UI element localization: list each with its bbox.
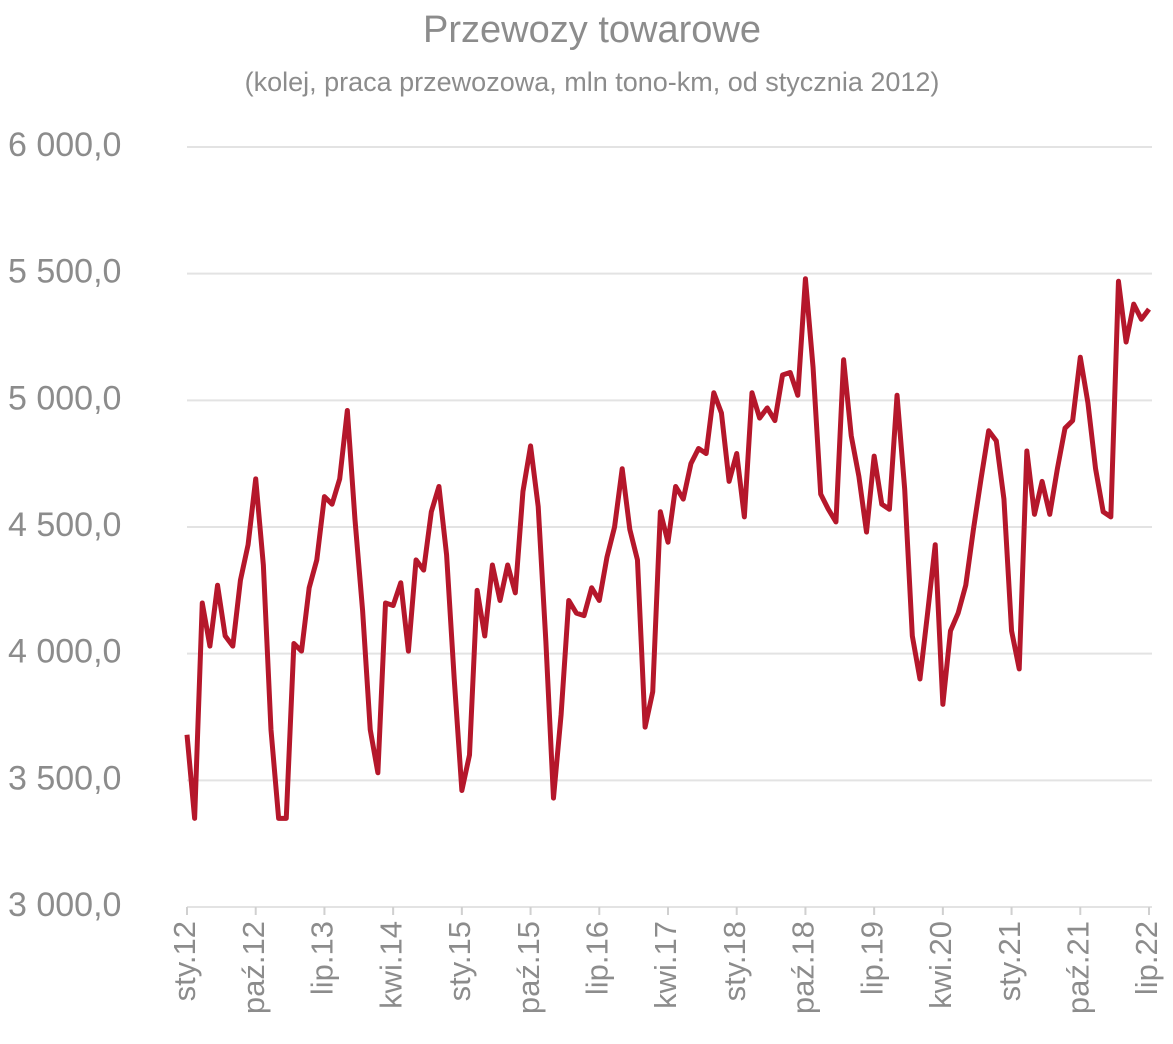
y-tick-label: 5 000,0 bbox=[8, 379, 121, 417]
data-line bbox=[184, 276, 1151, 821]
y-tick-label: 4 500,0 bbox=[8, 506, 121, 544]
y-tick-label: 4 000,0 bbox=[8, 633, 121, 671]
x-tick-label: lip.22 bbox=[1129, 921, 1164, 995]
x-tick-label: sty.12 bbox=[167, 921, 202, 1001]
x-tick-label: paź.18 bbox=[786, 921, 821, 1014]
x-tick-label: kwi.17 bbox=[648, 921, 683, 1009]
x-tick-label: sty.15 bbox=[442, 921, 477, 1001]
x-tick-label: sty.21 bbox=[992, 921, 1027, 1001]
chart-title: Przewozy towarowe bbox=[423, 9, 761, 51]
x-tick-label: paź.12 bbox=[236, 921, 271, 1014]
x-tick-label: lip.19 bbox=[854, 921, 889, 995]
y-tick-label: 3 500,0 bbox=[8, 759, 121, 797]
y-tick-label: 6 000,0 bbox=[8, 126, 121, 164]
x-tick-label: lip.13 bbox=[305, 921, 340, 995]
x-tick-label: lip.16 bbox=[579, 921, 614, 995]
x-tick-label: paź.15 bbox=[511, 921, 546, 1014]
chart-subtitle: (kolej, praca przewozowa, mln tono-km, o… bbox=[245, 67, 940, 97]
y-tick-label: 3 000,0 bbox=[8, 886, 121, 924]
x-tick-label: paź.21 bbox=[1060, 921, 1095, 1014]
x-tick-label: kwi.14 bbox=[373, 921, 408, 1009]
x-tick-label: kwi.20 bbox=[923, 921, 958, 1009]
y-tick-label: 5 500,0 bbox=[8, 253, 121, 291]
x-tick-label: sty.18 bbox=[717, 921, 752, 1001]
